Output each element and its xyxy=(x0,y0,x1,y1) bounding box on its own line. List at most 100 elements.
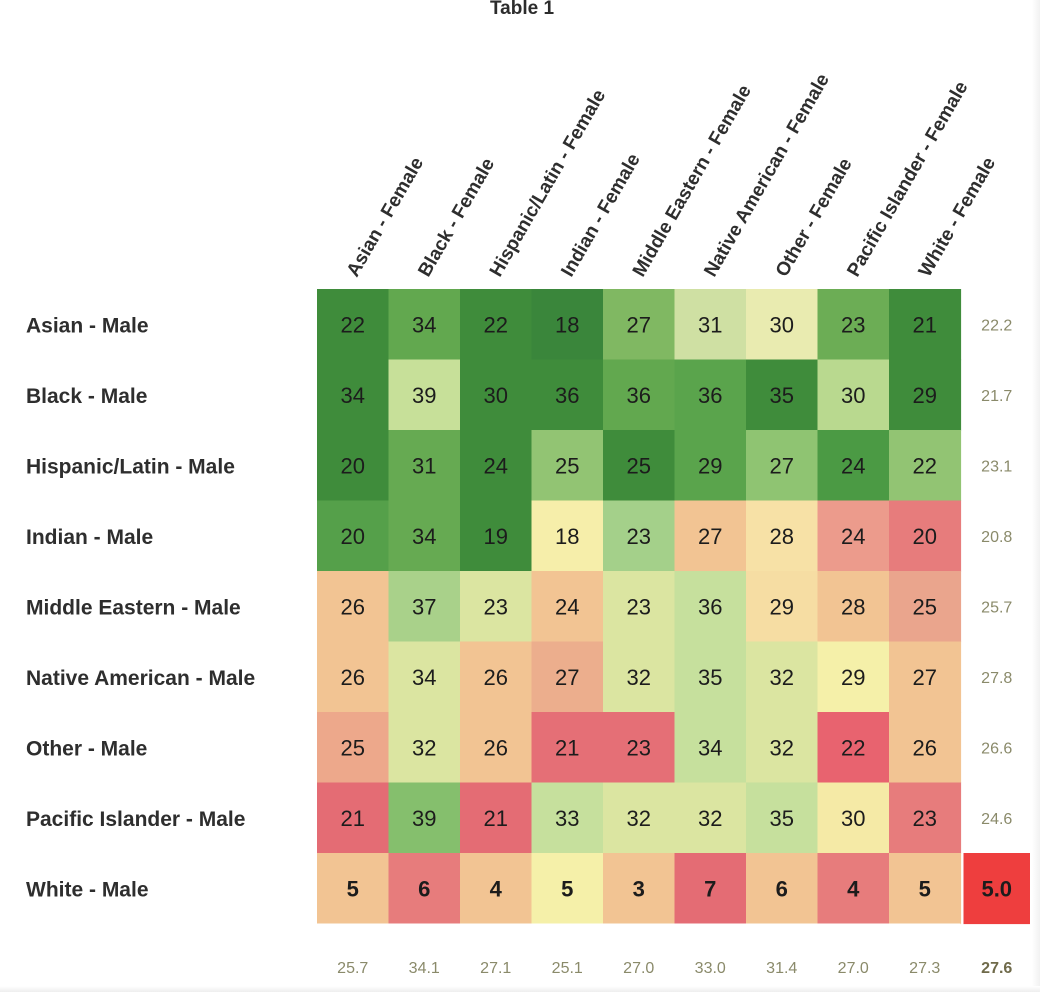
row-mean-label: 26.6 xyxy=(981,740,1012,757)
heat-cell-hispanic-latin-male-other-female xyxy=(746,430,819,502)
cell-value-label: 32 xyxy=(412,735,436,760)
heat-cell-asian-male-asian-female xyxy=(317,289,390,361)
heat-cell-asian-male-native-american-female xyxy=(674,289,747,361)
row-label: Pacific Islander - Male xyxy=(26,808,245,831)
cell-value-label: 28 xyxy=(841,594,865,619)
column-label: White - Female xyxy=(915,154,1000,281)
heat-cell-native-american-male-asian-female xyxy=(317,641,390,713)
heat-cell-black-male-middle-eastern-female xyxy=(603,359,676,431)
cell-value-label: 26 xyxy=(484,665,508,690)
column-label: Black - Female xyxy=(414,155,499,281)
heat-cell-black-male-indian-female xyxy=(531,359,604,431)
heat-cell-middle-eastern-male-black-female xyxy=(388,571,461,643)
cell-value-label: 34 xyxy=(698,735,722,760)
row-mean-label: 25.7 xyxy=(981,599,1012,616)
heat-cell-hispanic-latin-male-native-american-female xyxy=(674,430,747,502)
heat-cell-hispanic-latin-male-middle-eastern-female xyxy=(603,430,676,502)
heat-cell-pacific-islander-male-white-female xyxy=(889,782,962,854)
heat-cell-other-male-middle-eastern-female xyxy=(603,712,676,784)
heat-cell-native-american-male-middle-eastern-female xyxy=(603,641,676,713)
heat-cell-black-male-other-female xyxy=(746,359,819,431)
cell-value-label: 35 xyxy=(770,383,794,408)
heat-cell-white-male-asian-female xyxy=(317,853,390,925)
heat-cell-pacific-islander-male-black-female xyxy=(388,782,461,854)
cell-value-label: 22 xyxy=(341,312,365,337)
right-edge-shadow xyxy=(1032,0,1040,992)
cell-value-label: 6 xyxy=(776,876,788,901)
cell-value-label: 34 xyxy=(412,665,436,690)
cell-value-label: 3 xyxy=(633,876,645,901)
row-label: Native American - Male xyxy=(26,667,255,690)
cell-value-label: 36 xyxy=(627,383,651,408)
heat-cell-black-male-asian-female xyxy=(317,359,390,431)
cell-value-label: 35 xyxy=(698,665,722,690)
cell-value-label: 23 xyxy=(627,524,651,549)
row-label: Indian - Male xyxy=(26,526,153,549)
cell-value-label: 30 xyxy=(484,383,508,408)
row-label: Hispanic/Latin - Male xyxy=(26,455,235,478)
heat-cell-native-american-male-white-female xyxy=(889,641,962,713)
heat-cell-black-male-native-american-female xyxy=(674,359,747,431)
heat-cell-white-male-hispanic-latin-female xyxy=(460,853,533,925)
cell-value-label: 27 xyxy=(627,312,651,337)
heat-cell-hispanic-latin-male-white-female xyxy=(889,430,962,502)
cell-value-label: 36 xyxy=(698,383,722,408)
heat-cell-pacific-islander-male-middle-eastern-female xyxy=(603,782,676,854)
heat-cell-other-male-indian-female xyxy=(531,712,604,784)
cell-value-label: 20 xyxy=(341,453,365,478)
cell-value-label: 34 xyxy=(341,383,365,408)
cell-value-label: 23 xyxy=(913,806,937,831)
cell-value-label: 25 xyxy=(341,735,365,760)
heat-cell-other-male-asian-female xyxy=(317,712,390,784)
column-mean-label: 27.3 xyxy=(909,960,940,977)
heat-cell-hispanic-latin-male-indian-female xyxy=(531,430,604,502)
cell-value-label: 33 xyxy=(555,806,579,831)
heat-cell-indian-male-hispanic-latin-female xyxy=(460,500,533,572)
cell-value-label: 24 xyxy=(841,524,865,549)
cell-value-label: 26 xyxy=(341,594,365,619)
heat-cell-middle-eastern-male-white-female xyxy=(889,571,962,643)
column-mean-label: 31.4 xyxy=(766,960,797,977)
heat-cell-hispanic-latin-male-hispanic-latin-female xyxy=(460,430,533,502)
heat-cell-other-male-white-female xyxy=(889,712,962,784)
grand-mean-label: 27.6 xyxy=(981,960,1012,977)
column-mean-label: 33.0 xyxy=(695,960,726,977)
heat-cell-black-male-black-female xyxy=(388,359,461,431)
bottom-edge-shadow xyxy=(0,986,1040,992)
heat-cell-black-male-hispanic-latin-female xyxy=(460,359,533,431)
column-label: Other - Female xyxy=(772,155,857,281)
cell-value-label: 23 xyxy=(627,735,651,760)
cell-value-label: 31 xyxy=(698,312,722,337)
heat-cell-indian-male-indian-female xyxy=(531,500,604,572)
heat-cell-indian-male-black-female xyxy=(388,500,461,572)
cell-value-label: 22 xyxy=(841,735,865,760)
heat-cell-native-american-male-native-american-female xyxy=(674,641,747,713)
heat-cell-middle-eastern-male-hispanic-latin-female xyxy=(460,571,533,643)
heat-cell-native-american-male-hispanic-latin-female xyxy=(460,641,533,713)
row-label: Middle Eastern - Male xyxy=(26,596,241,619)
heat-cell-asian-male-middle-eastern-female xyxy=(603,289,676,361)
row-mean-highlight-cell xyxy=(963,853,1030,925)
heat-cell-asian-male-hispanic-latin-female xyxy=(460,289,533,361)
row-label: Other - Male xyxy=(26,737,147,760)
cell-value-label: 27 xyxy=(913,665,937,690)
heat-cell-native-american-male-indian-female xyxy=(531,641,604,713)
heat-cell-asian-male-other-female xyxy=(746,289,819,361)
heat-cell-indian-male-white-female xyxy=(889,500,962,572)
cell-value-label: 7 xyxy=(704,876,716,901)
cell-value-label: 34 xyxy=(412,312,436,337)
cell-value-label: 25 xyxy=(555,453,579,478)
row-label: Black - Male xyxy=(26,385,147,408)
cell-value-label: 21 xyxy=(484,806,508,831)
cell-value-label: 28 xyxy=(770,524,794,549)
heat-cell-pacific-islander-male-pacific-islander-female xyxy=(817,782,890,854)
cell-value-label: 24 xyxy=(841,453,865,478)
heat-cell-asian-male-indian-female xyxy=(531,289,604,361)
heat-cell-hispanic-latin-male-pacific-islander-female xyxy=(817,430,890,502)
heat-cell-white-male-white-female xyxy=(889,853,962,925)
cell-value-label: 25 xyxy=(913,594,937,619)
cell-value-label: 6 xyxy=(418,876,430,901)
cell-value-label: 31 xyxy=(412,453,436,478)
chart-title: Table 1 xyxy=(490,0,554,19)
heat-cell-pacific-islander-male-hispanic-latin-female xyxy=(460,782,533,854)
